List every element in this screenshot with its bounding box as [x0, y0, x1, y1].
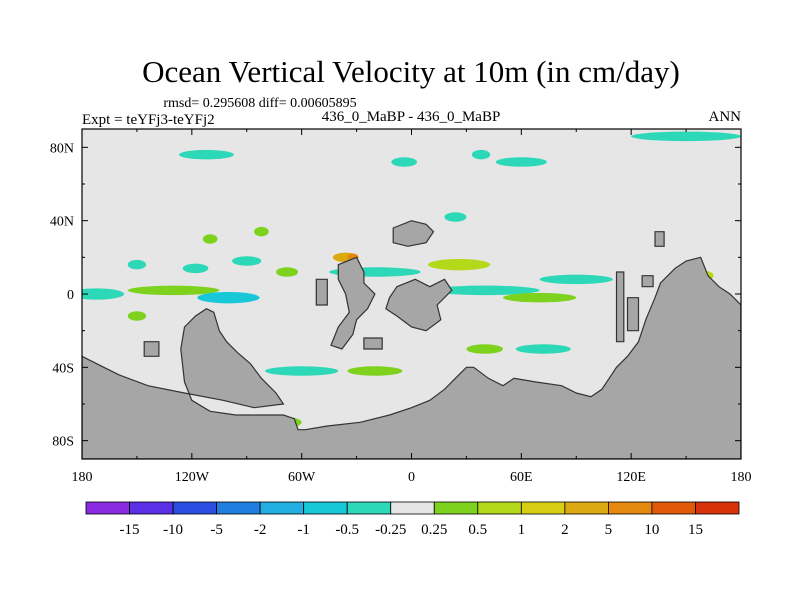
colorbar-label-13: 15 — [688, 522, 703, 538]
land-small-island-1 — [315, 278, 328, 306]
field-patch-11 — [427, 259, 491, 271]
colorbar-label-7: 0.25 — [421, 522, 447, 538]
field-patch-6 — [127, 311, 147, 321]
field-patch-20 — [495, 157, 547, 167]
stats-line: rmsd= 0.295608 diff= 0.00605895 — [163, 96, 356, 111]
colorbar-box-6 — [346, 501, 392, 515]
land-north-continent-A — [330, 256, 376, 350]
colorbar-box-11 — [564, 501, 609, 515]
colorbar-box-2 — [172, 501, 217, 515]
colorbar: -15 -10 -5 -2 -1 -0.5 -0.25 0.25 0.5 1 2 5 10 15 — [85, 501, 740, 538]
map-area — [81, 128, 742, 460]
y-tick-label-2: 0 — [67, 288, 74, 303]
x-tick-label-5: 120E — [616, 470, 646, 485]
x-tick-label-1: 120W — [175, 470, 210, 485]
field-patch-4 — [182, 263, 209, 274]
field-patch-5 — [232, 256, 262, 266]
colorbar-box-5 — [303, 501, 348, 515]
field-patch-25 — [265, 366, 339, 376]
field-patch-22 — [179, 149, 234, 160]
field-patch-3 — [127, 259, 147, 270]
colorbar-label-11: 5 — [605, 522, 613, 538]
x-tick-label-3: 0 — [408, 470, 415, 485]
colorbar-label-6: -0.25 — [375, 522, 406, 538]
colorbar-box-3 — [216, 501, 261, 515]
field-patch-27 — [466, 344, 504, 354]
colorbar-box-13 — [651, 501, 696, 515]
colorbar-box-7 — [390, 501, 435, 515]
colorbar-box-1 — [129, 501, 174, 515]
colorbar-label-9: 1 — [518, 522, 526, 538]
field-patch-24 — [471, 149, 491, 160]
y-tick-label-3: 40S — [52, 361, 74, 376]
field-patch-0 — [82, 288, 125, 300]
field-patch-1 — [127, 285, 220, 296]
center-label: 436_0_MaBP - 436_0_MaBP — [322, 109, 501, 125]
field-patch-7 — [202, 234, 218, 244]
colorbar-box-10 — [520, 501, 566, 515]
colorbar-label-0: -15 — [120, 522, 140, 538]
land-small-island-7 — [641, 275, 654, 288]
x-tick-label-4: 60E — [510, 470, 533, 485]
right-label: ANN — [709, 109, 742, 125]
colorbar-box-8 — [433, 501, 479, 515]
chart-title: Ocean Vertical Velocity at 10m (in cm/da… — [142, 54, 680, 89]
colorbar-label-8: 0.5 — [468, 522, 487, 538]
field-patch-13 — [503, 292, 577, 303]
left-label: Expt = teYFj3-teYFj2 — [82, 112, 215, 128]
x-tick-label-0: 180 — [72, 470, 93, 485]
x-tick-label-2: 60W — [288, 470, 316, 485]
field-patch-2 — [197, 292, 260, 304]
land-small-island-4 — [615, 271, 625, 343]
field-patch-19 — [444, 212, 467, 222]
field-patch-23 — [391, 157, 417, 167]
y-tick-label-4: 80S — [52, 435, 74, 450]
colorbar-box-9 — [477, 501, 522, 515]
y-tick-label-0: 80N — [50, 141, 74, 156]
field-patch-21 — [631, 131, 741, 142]
colorbar-label-5: -0.5 — [335, 522, 359, 538]
field-patch-14 — [539, 274, 613, 285]
colorbar-label-10: 2 — [561, 522, 569, 538]
field-patch-8 — [254, 226, 269, 237]
y-tick-label-1: 40N — [50, 215, 74, 230]
colorbar-box-12 — [608, 501, 653, 515]
map-content — [82, 129, 741, 459]
land-small-island-2 — [363, 337, 383, 350]
land-small-island-3 — [143, 341, 160, 357]
land-north-ridge — [392, 220, 435, 247]
colorbar-box-4 — [259, 501, 305, 515]
colorbar-label-4: -1 — [297, 522, 310, 538]
field-patch-12 — [429, 285, 540, 296]
colorbar-label-2: -5 — [210, 522, 223, 538]
colorbar-label-3: -2 — [254, 522, 267, 538]
land-small-island-6 — [654, 231, 665, 247]
colorbar-box-0 — [85, 501, 130, 515]
colorbar-label-1: -10 — [163, 522, 183, 538]
land-south-america — [82, 256, 741, 459]
land-continent-B — [385, 278, 453, 332]
field-patch-26 — [347, 366, 403, 376]
colorbar-label-12: 10 — [644, 522, 659, 538]
field-patch-9 — [276, 267, 299, 277]
land-small-island-5 — [626, 297, 640, 332]
field-patch-28 — [515, 344, 571, 354]
x-tick-label-6: 180 — [731, 470, 752, 485]
colorbar-box-14 — [695, 501, 740, 515]
axes: 180 120W 60W 0 60E 120E 180 80N 40N 0 40S 80S — [50, 129, 752, 485]
